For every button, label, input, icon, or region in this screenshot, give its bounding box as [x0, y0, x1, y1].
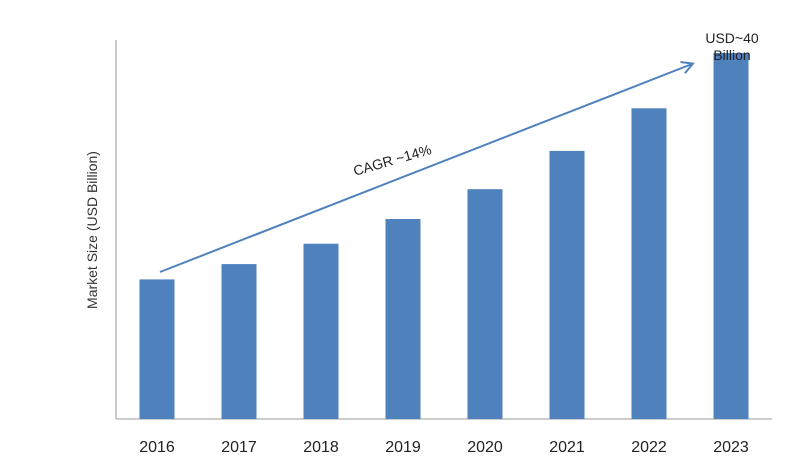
x-tick-label-2020: 2020 — [467, 439, 503, 456]
x-tick-label-2022: 2022 — [631, 439, 667, 456]
x-tick-label-2023: 2023 — [713, 439, 749, 456]
x-tick-label-2021: 2021 — [549, 439, 585, 456]
bar-2022 — [631, 108, 667, 420]
x-tick-label-2016: 2016 — [139, 439, 175, 456]
bar-2018 — [303, 243, 339, 419]
end-value-line-2: Billion — [713, 47, 751, 63]
cagr-arrow — [159, 64, 692, 273]
end-value-annotation: USD~40 Billion — [672, 30, 792, 64]
bar-2016 — [139, 279, 175, 419]
bar-2023 — [713, 53, 749, 419]
bar-2019 — [385, 219, 421, 419]
x-tick-label-2017: 2017 — [221, 439, 257, 456]
y-axis-label: Market Size (USD Billion) — [84, 151, 100, 309]
bar-2020 — [467, 189, 503, 419]
bar-series — [139, 53, 749, 420]
bar-2017 — [221, 264, 257, 419]
bar-2021 — [549, 150, 585, 419]
end-value-line-1: USD~40 — [705, 30, 759, 46]
x-tick-label-2019: 2019 — [385, 439, 421, 456]
x-tick-label-2018: 2018 — [303, 439, 339, 456]
x-tick-labels: 2016 2017 2018 2019 2020 2021 2022 2023 — [139, 439, 749, 456]
